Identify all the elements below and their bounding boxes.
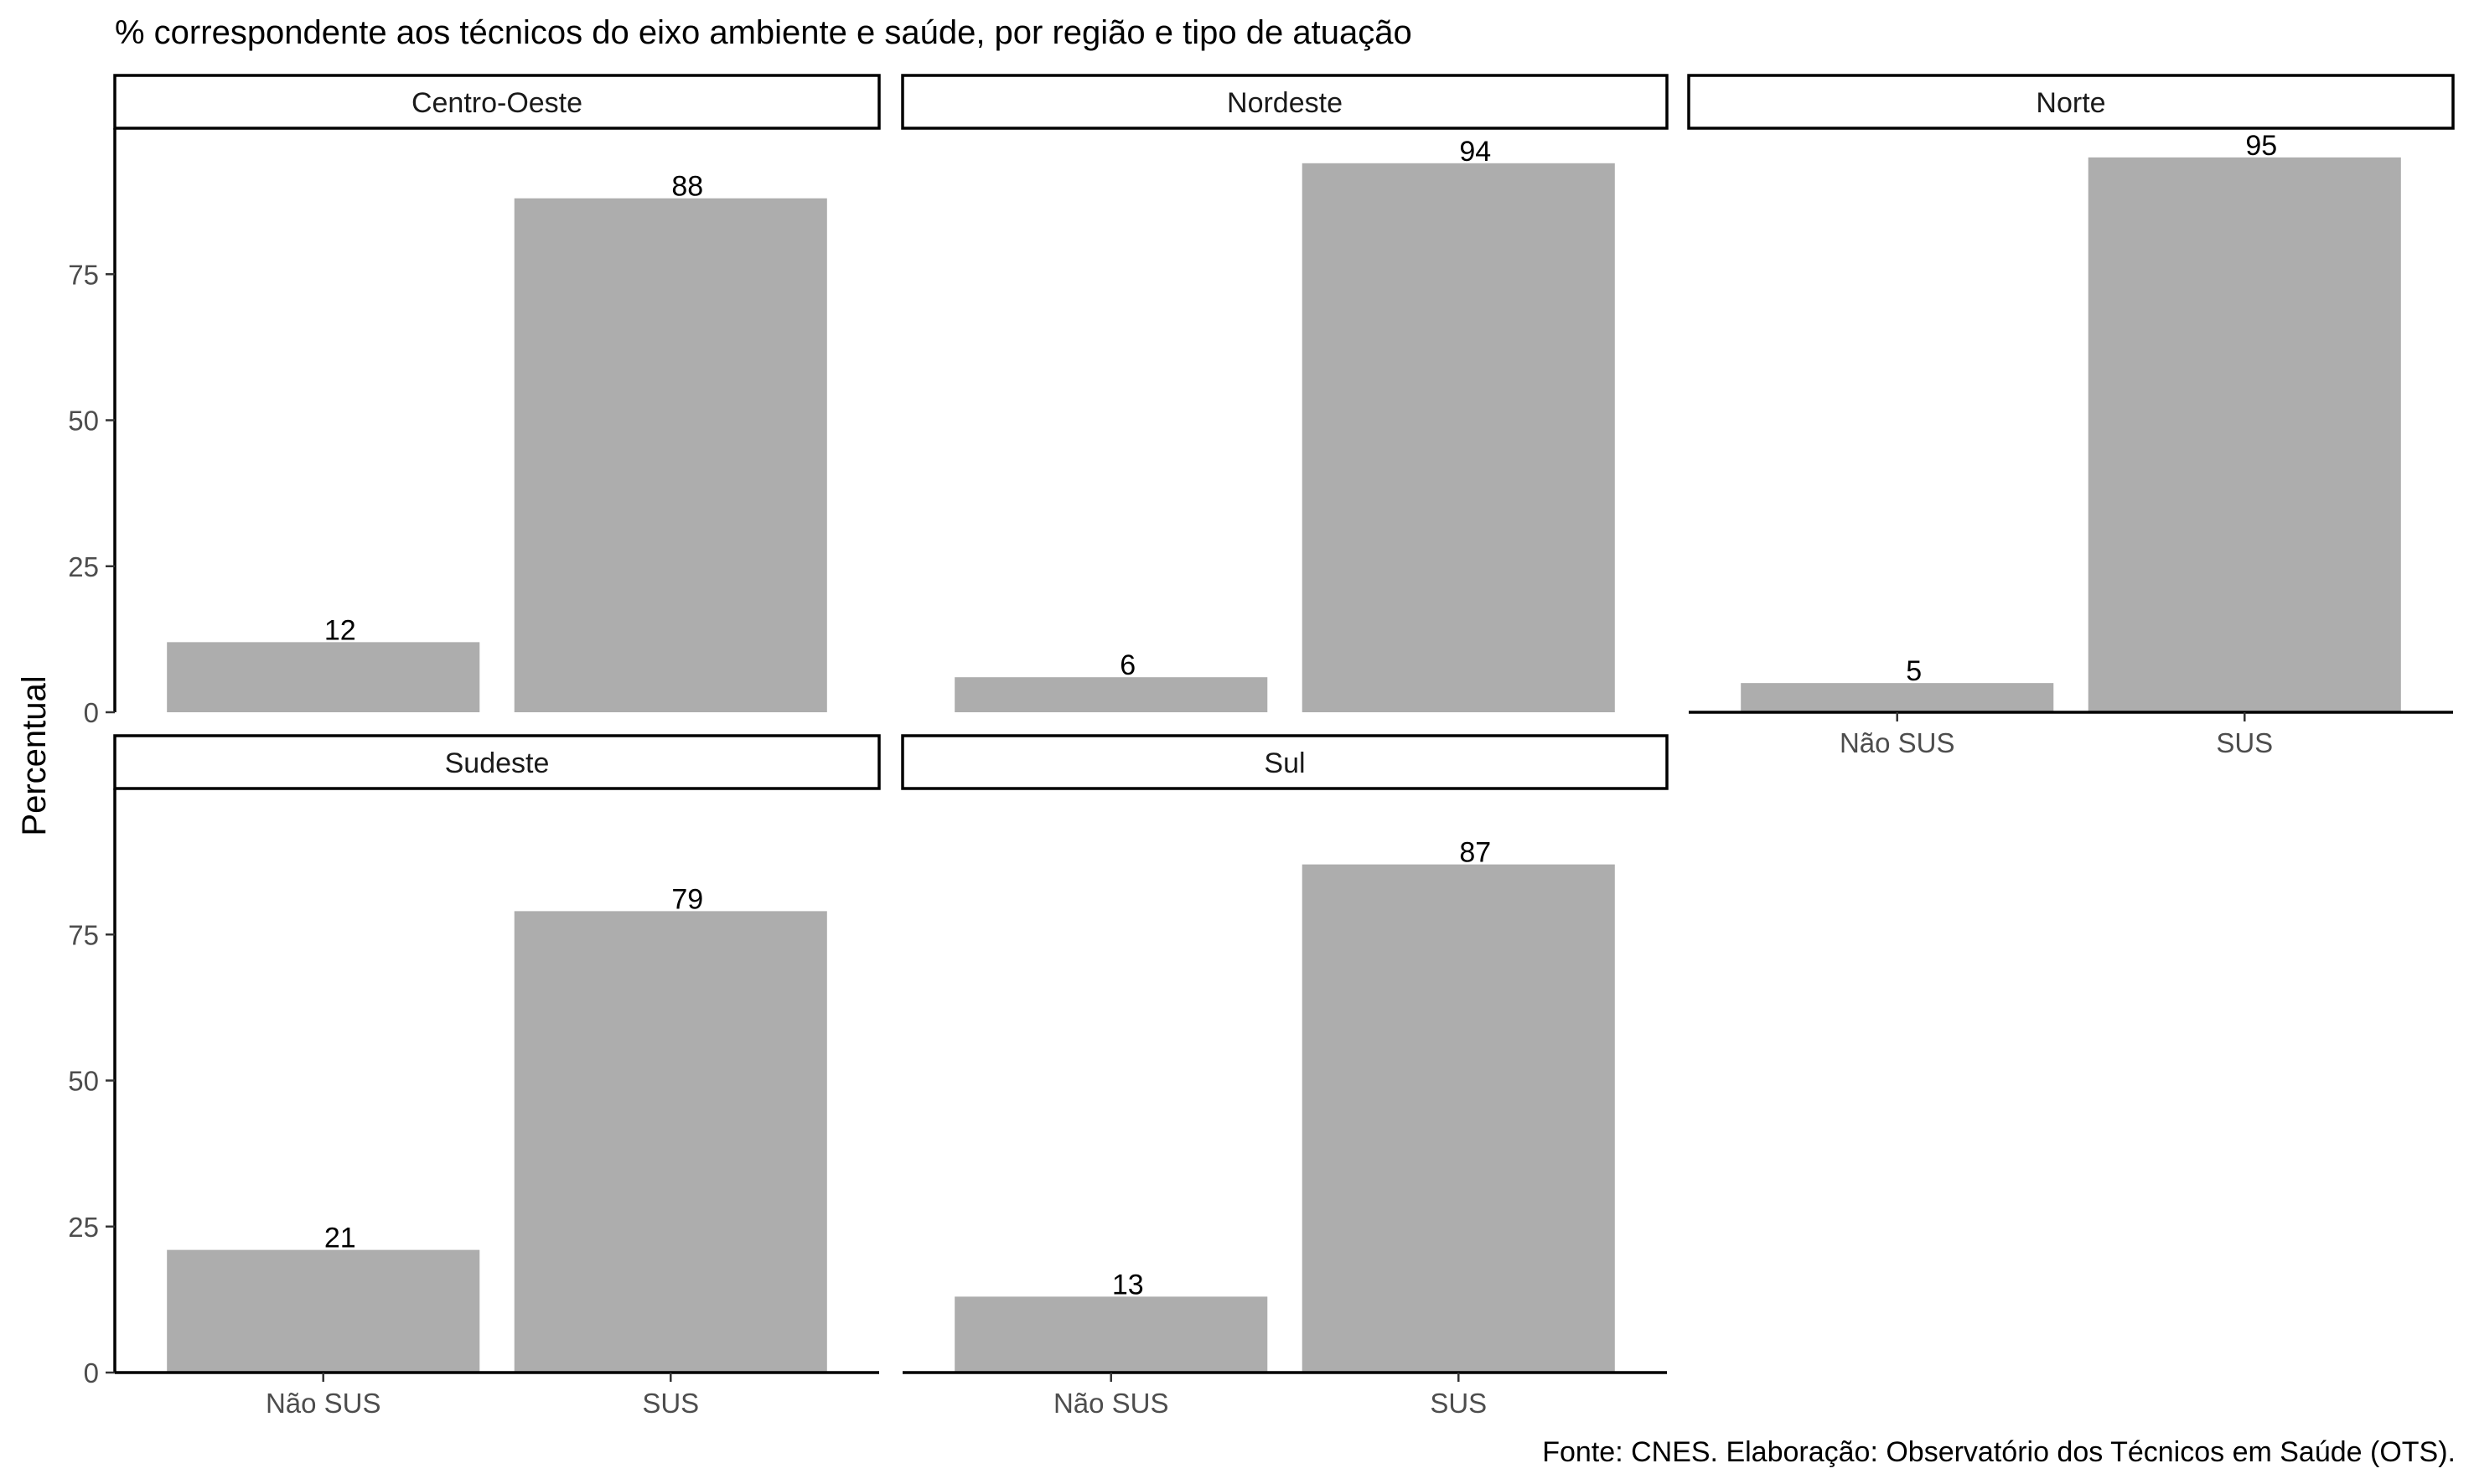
x-tick-label: Não SUS: [1053, 1388, 1169, 1419]
bar-norte-nao-sus: [1741, 683, 2054, 712]
bar-norte-sus: [2088, 157, 2401, 713]
y-tick-label: 0: [84, 1357, 99, 1388]
facet-strip: [113, 734, 881, 790]
bar-centro-oeste-sus: [514, 198, 827, 712]
facet-panel-sul: Sul 13 87 Não SUS SUS: [901, 734, 1669, 1419]
bar-nordeste-sus: [1302, 163, 1615, 712]
x-tick-label: Não SUS: [1840, 727, 1955, 758]
y-tick-label: 25: [68, 551, 99, 582]
x-tick-label: Não SUS: [266, 1388, 381, 1419]
y-axis-title: Percentual: [16, 675, 53, 835]
y-tick-label: 75: [68, 259, 99, 290]
facet-panel-sudeste: Sudeste 21 79 0 25 50 75 Não SUS SUS: [68, 734, 881, 1419]
facet-strip: [1687, 74, 2455, 130]
facet-strip: [113, 74, 881, 130]
bar-sul-nao-sus: [955, 1296, 1268, 1373]
facet-strip-label: Centro-Oeste: [411, 87, 582, 119]
y-tick-label: 50: [68, 1066, 99, 1097]
facet-panel-nordeste: Nordeste 6 94: [901, 74, 1669, 712]
chart-caption: Fonte: CNES. Elaboração: Observatório do…: [1542, 1436, 2456, 1468]
facet-strip: [901, 734, 1669, 790]
y-tick-label: 0: [84, 697, 99, 728]
facet-strip: [901, 74, 1669, 130]
y-tick-label: 50: [68, 406, 99, 437]
x-tick-label: SUS: [1430, 1388, 1487, 1419]
bar-value-label: 79: [671, 883, 703, 915]
bar-value-label: 5: [1906, 655, 1922, 687]
bar-value-label: 6: [1120, 649, 1136, 681]
bar-sudeste-sus: [514, 911, 827, 1373]
bar-value-label: 95: [2245, 130, 2277, 162]
facet-panel-norte: Norte 5 95 Não SUS SUS: [1687, 74, 2455, 758]
facet-strip-label: Norte: [2036, 87, 2105, 119]
bar-value-label: 13: [1112, 1269, 1144, 1300]
bar-nordeste-nao-sus: [955, 677, 1268, 712]
bar-value-label: 21: [324, 1223, 356, 1254]
y-tick-label: 25: [68, 1212, 99, 1243]
bar-centro-oeste-nao-sus: [167, 642, 480, 712]
facet-strip-label: Nordeste: [1227, 87, 1343, 119]
bar-sudeste-nao-sus: [167, 1249, 480, 1373]
facet-strip-label: Sudeste: [445, 747, 550, 779]
y-tick-label: 75: [68, 919, 99, 950]
bar-value-label: 87: [1459, 837, 1491, 869]
facet-panel-centro-oeste: Centro-Oeste 12 88 0 25 50 75: [68, 74, 881, 728]
bar-sul-sus: [1302, 864, 1615, 1373]
facet-panels: Centro-Oeste12880255075Nordeste694Norte5…: [68, 74, 2455, 1419]
x-tick-label: SUS: [2216, 727, 2273, 758]
bar-value-label: 12: [324, 614, 356, 646]
chart-title: % correspondente aos técnicos do eixo am…: [115, 14, 1412, 51]
x-tick-label: SUS: [642, 1388, 699, 1419]
bar-value-label: 88: [671, 171, 703, 203]
facet-strip-label: Sul: [1264, 747, 1305, 779]
bar-value-label: 94: [1459, 136, 1491, 168]
